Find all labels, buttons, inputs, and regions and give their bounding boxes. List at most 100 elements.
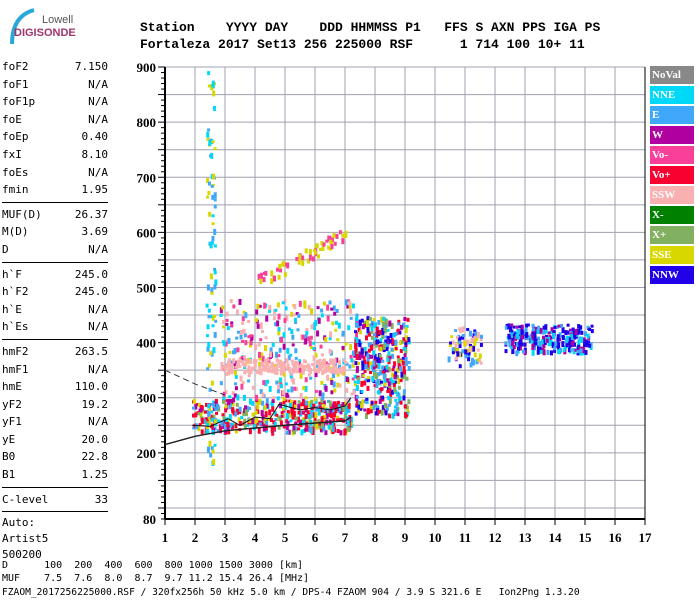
echo-point: [270, 428, 274, 433]
echo-point: [316, 330, 320, 337]
echo-point: [320, 308, 324, 313]
echo-point: [209, 351, 213, 356]
x-tick-label: 11: [459, 530, 471, 545]
echo-point: [458, 342, 462, 349]
echo-point: [264, 411, 268, 418]
echo-point: [244, 409, 248, 416]
echo-point: [351, 359, 355, 365]
echo-point: [293, 304, 297, 310]
header-labels: Station YYYY DAY DDD HHMMSS P1 FFS S AXN…: [140, 20, 601, 35]
echo-point: [390, 353, 394, 359]
echo-point: [320, 380, 324, 385]
echo-point: [344, 235, 348, 239]
echo-point: [542, 343, 546, 349]
echo-point: [388, 339, 392, 344]
echo-point: [212, 408, 216, 412]
echo-point: [213, 419, 217, 424]
echo-point: [283, 272, 287, 278]
param-row: foEs N/A: [2, 164, 108, 182]
legend-item: SSW: [650, 186, 694, 204]
echo-point: [257, 273, 261, 280]
echo-point: [326, 374, 330, 381]
echo-point: [354, 383, 358, 387]
echo-point: [307, 373, 311, 377]
echo-point: [304, 421, 308, 428]
echo-point: [516, 342, 520, 348]
echo-point: [282, 343, 286, 350]
echo-point: [311, 429, 315, 435]
echo-point: [341, 238, 345, 245]
echo-point: [349, 422, 353, 426]
echo-point: [469, 362, 473, 368]
echo-point: [306, 258, 310, 264]
echo-point: [295, 256, 299, 261]
echo-point: [403, 404, 407, 409]
legend-item: NNE: [650, 86, 694, 104]
y-tick-label: 700: [137, 170, 157, 185]
echo-point: [209, 273, 213, 280]
echo-point: [298, 300, 302, 307]
echo-point: [581, 347, 585, 354]
echo-point: [475, 359, 479, 365]
echo-point: [515, 350, 519, 357]
echo-point: [568, 328, 572, 332]
echo-point: [320, 416, 324, 423]
echo-point: [327, 235, 331, 242]
divider: [2, 511, 108, 513]
echo-point: [557, 324, 561, 328]
echo-point: [362, 355, 366, 360]
echo-point: [240, 416, 244, 420]
echo-point: [586, 325, 590, 329]
echo-point: [258, 365, 262, 372]
param-value: 20.0: [81, 432, 109, 446]
echo-point: [376, 357, 380, 364]
echo-point: [297, 403, 301, 410]
echo-point: [302, 386, 306, 391]
echo-point: [211, 449, 215, 454]
param-row: B0 22.8: [2, 448, 108, 466]
echo-point: [228, 403, 232, 410]
echo-point: [556, 334, 560, 341]
echo-point: [381, 334, 385, 340]
echo-point: [285, 366, 289, 370]
echo-point: [292, 425, 296, 432]
echo-point: [258, 361, 262, 368]
echo-point: [326, 315, 330, 322]
echo-point: [308, 426, 312, 433]
echo-point: [209, 242, 213, 249]
echo-point: [257, 427, 261, 434]
echo-point: [467, 357, 471, 362]
echo-point: [361, 360, 365, 366]
echo-point: [243, 355, 247, 360]
echo-point: [507, 323, 511, 330]
echo-point: [370, 354, 374, 359]
echo-point: [465, 348, 469, 353]
echo-point: [381, 405, 385, 411]
echo-point: [360, 354, 364, 359]
echo-point: [366, 376, 370, 380]
echo-point: [286, 409, 290, 414]
echo-point: [318, 247, 322, 251]
echo-point: [236, 394, 240, 401]
echo-point: [206, 430, 210, 435]
echo-point: [232, 304, 236, 309]
x-tick-label: 4: [252, 530, 259, 545]
echo-point: [286, 347, 290, 354]
echo-point: [365, 397, 369, 401]
echo-point: [357, 326, 361, 333]
y-tick-label: 400: [137, 336, 157, 351]
echo-point: [520, 342, 524, 347]
echo-point: [214, 406, 218, 411]
echo-point: [386, 335, 390, 340]
echo-point: [554, 341, 558, 347]
echo-point: [317, 419, 321, 423]
echo-point: [198, 423, 202, 427]
echo-point: [507, 335, 511, 342]
echo-point: [329, 247, 333, 251]
echo-point: [404, 347, 408, 354]
echo-point: [210, 425, 214, 429]
echo-point: [381, 322, 385, 328]
echo-point: [345, 387, 349, 393]
echo-point: [574, 328, 578, 335]
echo-point: [383, 327, 387, 332]
